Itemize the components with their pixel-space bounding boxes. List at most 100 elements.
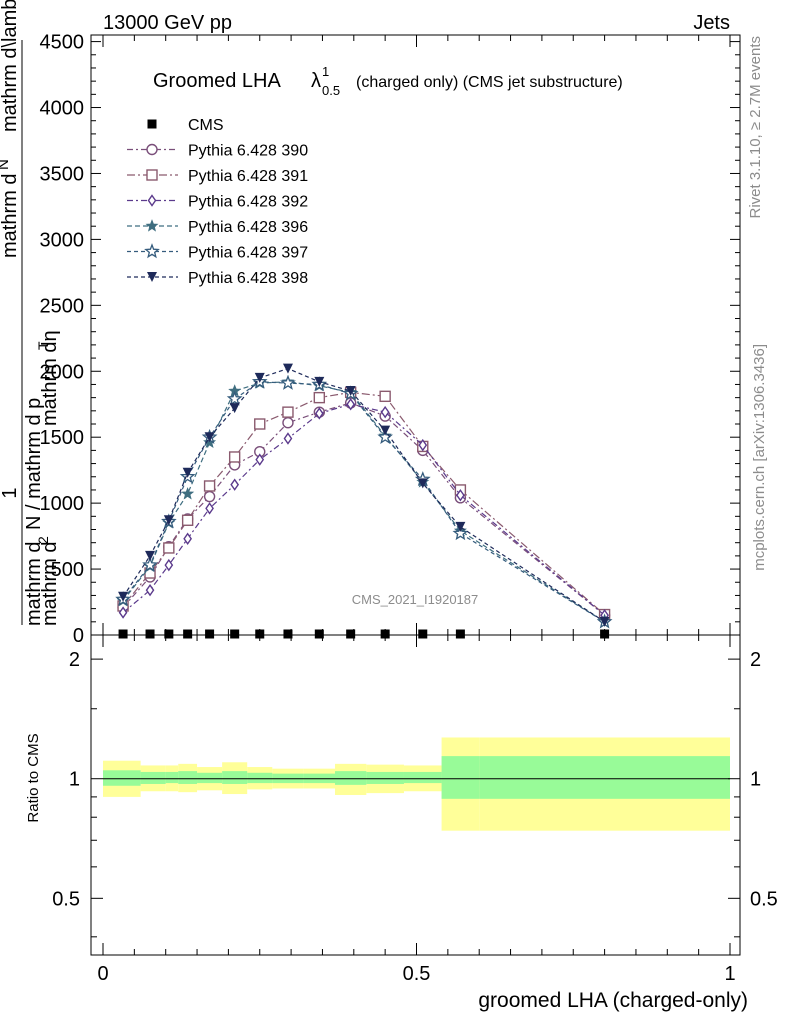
data-point [205,629,215,639]
header-right: Jets [693,12,730,34]
series-3 [118,398,609,622]
data-point [380,405,390,419]
legend-marker [147,119,157,129]
ratio-band-inner [140,771,166,784]
data-point [456,488,465,502]
main-ytick-label: 3500 [40,163,85,185]
data-point [164,558,174,572]
ratio-ytick-label: 1 [69,769,80,791]
legend-label: CMS [188,117,224,134]
data-point [118,629,128,639]
data-point [283,629,293,639]
series-line [122,402,605,616]
data-point [145,583,155,597]
main-ytick-label: 500 [51,559,84,581]
legend-item: Pythia 6.428 397 [127,243,308,262]
data-point [254,372,265,383]
series-5 [115,373,613,629]
main-ytick-label: 4000 [40,98,85,120]
data-point [181,487,195,500]
ylabel-num-n: N [0,159,12,170]
series-line [122,367,605,623]
data-point [313,391,326,404]
ratio-ytick-label: 0.5 [52,888,80,910]
data-point [230,629,240,639]
ylabel-den-d: mathrm d [23,542,45,626]
data-point [205,502,214,515]
ratio-band-inner [247,772,273,784]
legend-label: Pythia 6.428 390 [188,143,308,160]
data-point [182,467,193,478]
mcplots-label: mcplots.cern.ch [arXiv:1306.3436] [751,344,768,571]
ratio-band-inner [403,771,442,784]
main-ytick-label: 1500 [40,427,85,449]
main-ytick-label: 1000 [40,493,85,515]
data-point [418,629,428,639]
legend-label: Pythia 6.428 391 [188,168,308,185]
series-6 [118,363,610,627]
data-point [314,376,325,387]
series-line [122,381,605,623]
ylabel-num-lambda: mathrm d\lambda [0,0,21,132]
legend-label: Pythia 6.428 398 [188,270,308,287]
legend-marker [146,169,158,181]
data-point [164,629,174,639]
ratio-xtick-label: 0 [97,963,108,985]
ylabel-num-d: mathrm d [0,174,21,258]
data-point [455,521,466,532]
legend-marker [147,194,157,207]
data-point [226,390,243,406]
ratio-ytick-label-right: 2 [750,649,761,671]
analysis-watermark: CMS_2021_I1920187 [352,592,479,607]
data-point [118,606,128,619]
data-point [345,386,356,397]
ratio-uncertainty-bands [103,737,730,831]
data-point [183,532,192,545]
x-axis-label: groomed LHA (charged-only) [478,989,748,1012]
series-line [122,391,605,616]
ratio-x-axis: 0 0.5 1 [97,635,736,985]
ratio-ytick-label: 2 [69,649,80,671]
legend-item: Pythia 6.428 390 [127,143,308,160]
legend-marker [146,143,158,156]
main-ytick-label: 2500 [40,295,85,317]
data-point [163,542,175,554]
data-point [346,398,356,411]
ratio-xtick-label: 1 [724,963,735,985]
series-4 [116,374,612,628]
legend-item: Pythia 6.428 398 [127,270,308,287]
main-ytick-label: 0 [73,625,84,647]
data-point [255,453,265,466]
data-point [203,490,216,503]
data-point [203,480,216,492]
legend: CMS Pythia 6.428 390 Pythia 6.428 391 Pythi… [127,117,308,287]
data-point [282,406,294,418]
legend-marker [147,272,157,282]
ratio-plot-frame [90,634,741,956]
data-point [599,616,610,627]
main-x-ticks [102,35,731,635]
series-line [122,403,605,616]
ratio-band-inner [366,771,404,784]
data-point [228,451,241,463]
data-point [452,525,469,541]
legend-marker [144,243,160,259]
ratio-ytick-label-right: 1 [750,769,761,791]
ylabel-den-t: T [35,341,51,350]
data-point [418,438,428,452]
data-point [118,591,129,602]
data-point [282,363,293,374]
ylabel-frac-one: 1 [0,487,21,498]
legend-label: Pythia 6.428 392 [188,194,308,211]
data-point [417,478,428,489]
legend-label: Pythia 6.428 397 [188,245,308,262]
ratio-band-inner [165,771,179,784]
data-point [145,629,155,639]
main-ytick-label: 2000 [40,361,85,383]
rivet-label: Rivet 3.1.10, ≥ 2.7M events [747,36,764,219]
data-point [377,428,393,444]
ylabel-overlay-d: mathrm d [39,542,61,626]
data-point [346,629,356,639]
ratio-band-inner [441,756,480,799]
data-point [380,425,391,436]
